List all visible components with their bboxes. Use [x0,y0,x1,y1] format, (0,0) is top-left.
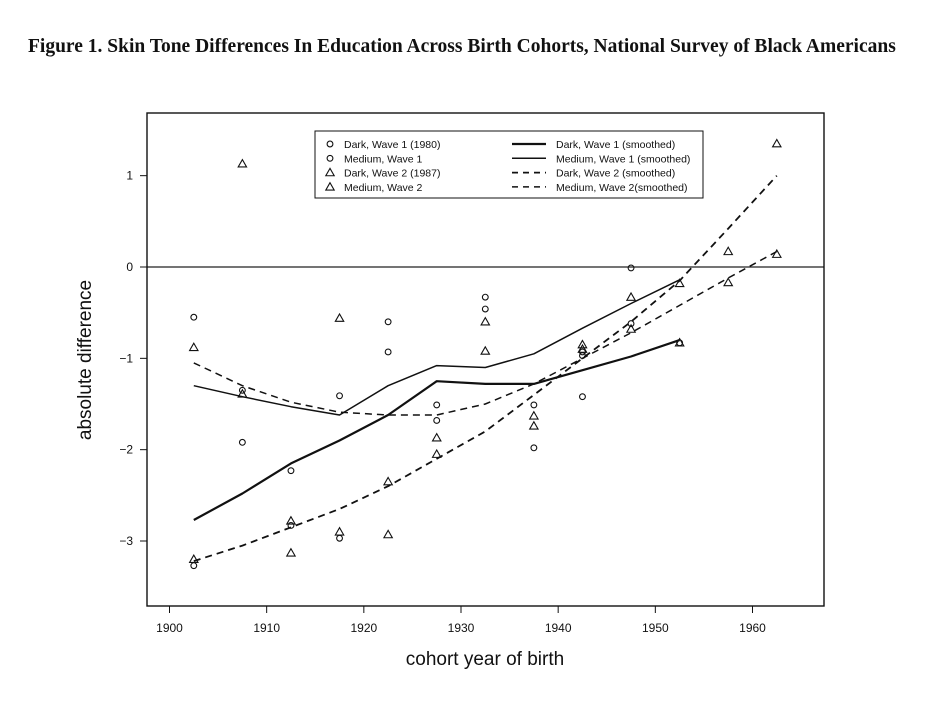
legend-label: Dark, Wave 2 (1987) [344,168,440,180]
legend-box [314,130,704,199]
data-point [384,348,392,356]
legend-label: Medium, Wave 1 [344,153,423,165]
figure-title: Figure 1. Skin Tone Differences In Educa… [28,36,896,57]
data-point [285,547,297,557]
smoothed-line [193,279,680,416]
data-point [530,444,538,452]
data-point [188,342,199,352]
data-point [336,392,343,400]
data-point [723,246,734,256]
data-point [528,420,540,430]
data-point [287,467,295,475]
data-point [723,277,734,287]
data-point [528,410,540,420]
x-tick-label: 1960 [739,621,766,635]
data-point [481,293,489,301]
data-point [433,416,441,424]
x-tick-label: 1950 [642,621,669,635]
data-point [384,318,392,326]
legend-label: Dark, Wave 2 (smoothed) [556,168,675,180]
data-point [625,323,637,333]
y-tick-label: 0 [126,260,133,274]
legend-label: Dark, Wave 1 (1980) [344,139,440,151]
data-point [188,553,199,563]
data-point [433,401,441,409]
series-dark-wave-2-1987 [188,138,782,563]
data-point [577,339,588,349]
series-dark-wave-1-smoothed [193,339,680,521]
x-tick-label: 1930 [448,621,475,635]
data-point [382,529,394,539]
y-tick-label: −3 [119,534,133,548]
legend-label: Medium, Wave 2 [344,182,423,194]
series-dark-wave-2-smoothed [193,175,778,562]
y-tick-label: 1 [126,169,133,183]
smoothed-line [193,339,680,521]
data-point [238,438,246,446]
data-point [238,386,246,394]
legend-label: Dark, Wave 1 (smoothed) [556,139,675,151]
series-medium-wave-1 [190,305,635,475]
data-point [480,345,491,355]
data-point [334,526,345,536]
axes-layer: 1900 1910 1920 1930 1940 1950 1960 −3 −2 −1 0 1 [119,169,766,635]
data-point [382,476,394,486]
y-tick-label: −2 [119,443,133,457]
data-point [431,448,442,458]
x-tick-label: 1900 [156,621,183,635]
data-point [334,312,345,322]
data-point [237,158,248,168]
data-point [190,313,198,321]
plot-frame [146,112,825,607]
data-point [771,138,782,148]
legend-marker [324,181,336,191]
legend-label: Medium, Wave 2(smoothed) [556,182,688,194]
data-point [674,337,685,347]
data-point [336,534,343,542]
legend-marker [324,167,336,177]
legend-marker [326,140,334,148]
y-tick-label: −1 [119,351,133,365]
smoothed-line [193,250,778,416]
data-point [431,432,442,442]
series-medium-wave-2 [188,158,782,557]
data-point [190,562,198,570]
data-point [625,291,637,301]
data-point [481,305,489,313]
y-axis-label: absolute difference [75,280,96,440]
data-point [287,522,295,529]
data-point [530,401,538,409]
legend: Dark, Wave 1 (1980) Medium, Wave 1 Dark, W… [314,130,704,199]
data-point [627,264,635,272]
series-layer [188,138,782,570]
data-point [285,515,297,525]
data-point [480,316,491,326]
x-tick-label: 1910 [253,621,280,635]
x-tick-label: 1940 [545,621,572,635]
data-point [577,343,588,353]
legend-label: Medium, Wave 1 (smoothed) [556,153,690,165]
legend-marker [326,154,334,162]
data-point [579,393,586,401]
data-point [674,278,685,288]
smoothed-line [193,175,778,562]
x-axis-label: cohort year of birth [406,649,564,670]
x-tick-label: 1920 [350,621,377,635]
series-dark-wave-1-1980 [190,264,684,570]
series-medium-wave-2-smoothed [193,250,778,416]
series-medium-wave-1-smoothed [193,279,680,416]
data-point [771,248,782,258]
